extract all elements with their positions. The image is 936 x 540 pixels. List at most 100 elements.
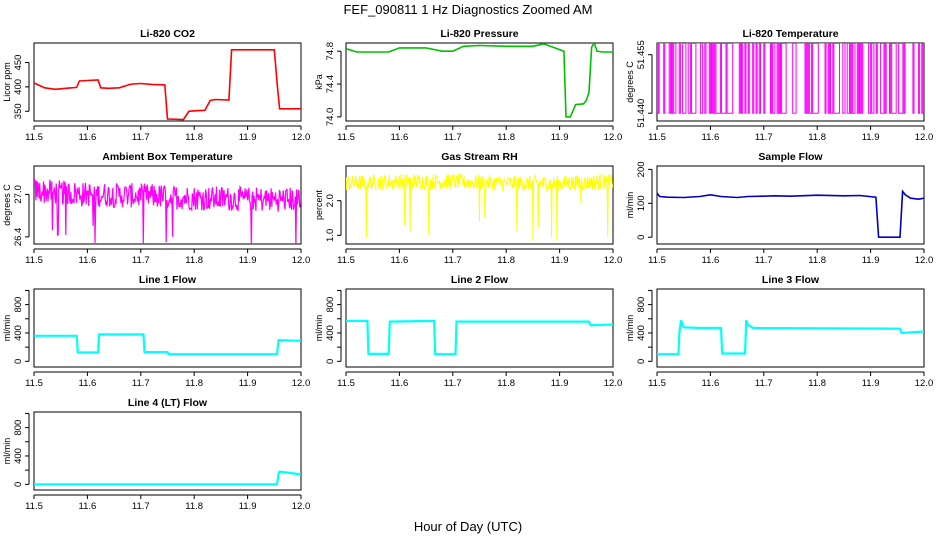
x-tick-label: 11.5 [25,255,43,266]
x-tick-label: 11.9 [862,378,880,389]
series-line [346,43,613,118]
x-tick-label: 11.8 [808,378,826,389]
panel-1: Li-820 CO2 11.5 11.6 11.7 11.8 11.9 12.0 350 400… [2,28,310,143]
y-tick-label: 800 [636,297,647,313]
x-tick-label: 11.8 [808,255,826,266]
x-tick-label: 12.0 [915,255,934,266]
y-axis-label: ml/min [625,315,635,342]
panel-10: Line 4 (LT) Flow 11.5 11.6 11.7 11.8 11.9 12.0… [2,397,310,512]
x-tick-label: 11.6 [702,132,720,143]
x-tick-label: 11.6 [79,255,97,266]
y-tick-label: 74.8 [325,42,336,61]
x-tick-label: 11.5 [648,378,666,389]
x-tick-label: 11.6 [391,132,409,143]
plot-frame [656,165,925,245]
y-tick-label: 0 [13,359,24,364]
y-tick-label: 51.455 [636,40,647,69]
y-tick-label: 0 [636,359,647,364]
panel-title: Line 3 Flow [762,274,820,286]
x-tick-label: 11.5 [25,132,43,143]
y-tick-label: 2.0 [325,194,336,207]
x-tick-label: 11.6 [391,255,409,266]
x-tick-label: 12.0 [292,255,311,266]
x-tick-label: 11.6 [79,132,97,143]
panel-grid: Li-820 CO2 11.5 11.6 11.7 11.8 11.9 12.0 350 400… [2,28,933,512]
panel-title: Line 1 Flow [139,274,197,286]
y-axis-label: ml/min [2,438,12,465]
panel-4: Ambient Box Temperature 11.5 11.6 11.7 11.8 1… [2,151,310,266]
series-line [34,333,301,356]
y-tick-label: 0 [636,235,647,240]
plot-frame [33,42,302,122]
x-tick-label: 11.5 [337,132,355,143]
x-tick-label: 11.6 [702,255,720,266]
x-tick-label: 11.9 [551,255,569,266]
panel-5: Gas Stream RH 11.5 11.6 11.7 11.8 11.9 12.0 1.0… [314,151,622,266]
panel-title: Li-820 Pressure [440,28,518,40]
x-tick-label: 11.9 [239,378,257,389]
x-tick-label: 11.7 [444,378,462,389]
panel-title: Gas Stream RH [441,151,517,163]
y-axis-label: ml/min [625,192,635,219]
series-line [346,173,613,241]
y-axis-label: degrees C [2,184,12,226]
x-tick-label: 12.0 [292,378,311,389]
series-line [34,470,301,486]
plot-frame [345,42,614,122]
x-tick-label: 11.8 [185,378,203,389]
x-tick-label: 11.7 [755,132,773,143]
figure-title: FEF_090811 1 Hz Diagnostics Zoomed AM [343,2,592,17]
y-tick-label: 0 [325,359,336,364]
plot-frame [33,288,302,368]
series-line [34,49,301,121]
x-tick-label: 11.6 [391,378,409,389]
panel-title: Li-820 CO2 [140,28,195,40]
panel-8: Line 2 Flow 11.5 11.6 11.7 11.8 11.9 12.0 0 400 8… [314,274,622,389]
x-tick-label: 11.7 [132,378,150,389]
y-tick-label: 1.0 [325,229,336,242]
y-axis-label: degrees C [625,61,635,103]
x-tick-label: 11.7 [444,255,462,266]
x-tick-label: 11.5 [337,255,355,266]
y-tick-label: 350 [13,103,24,119]
plot-frame [33,411,302,491]
x-tick-label: 11.8 [497,378,515,389]
x-tick-label: 11.8 [185,132,203,143]
x-tick-label: 11.6 [702,378,720,389]
x-tick-label: 11.5 [337,378,355,389]
panel-title: Ambient Box Temperature [102,151,233,163]
x-tick-label: 11.7 [755,255,773,266]
x-tick-label: 11.9 [239,501,257,512]
x-tick-label: 11.8 [185,501,203,512]
x-tick-label: 11.7 [132,255,150,266]
x-tick-label: 12.0 [292,501,311,512]
x-tick-label: 11.8 [185,255,203,266]
x-tick-label: 11.9 [551,378,569,389]
x-tick-label: 11.9 [551,132,569,143]
x-tick-label: 11.7 [755,378,773,389]
y-tick-label: 400 [13,448,24,464]
y-tick-label: 800 [325,297,336,313]
x-tick-label: 12.0 [915,132,934,143]
x-tick-label: 11.5 [25,501,43,512]
x-tick-label: 11.7 [132,501,150,512]
x-tick-label: 11.9 [862,255,880,266]
x-tick-label: 11.7 [132,132,150,143]
y-tick-label: 400 [325,325,336,341]
series-line [34,177,301,244]
series-line [657,43,924,114]
x-tick-label: 11.5 [25,378,43,389]
y-tick-label: 26.4 [13,228,24,247]
panel-title: Sample Flow [758,151,823,163]
y-axis-label: ml/min [2,315,12,342]
y-tick-label: 400 [636,325,647,341]
panel-7: Line 1 Flow 11.5 11.6 11.7 11.8 11.9 12.0 0 400 8… [2,274,310,389]
x-tick-label: 11.6 [79,501,97,512]
panel-2: Li-820 Pressure 11.5 11.6 11.7 11.8 11.9 12.0 7… [314,28,622,143]
panel-3: Li-820 Temperature 11.5 11.6 11.7 11.8 11.9 12… [625,28,933,143]
x-tick-label: 11.7 [444,132,462,143]
panel-6: Sample Flow 11.5 11.6 11.7 11.8 11.9 12.0 0 100 2… [625,151,933,266]
x-tick-label: 11.8 [497,255,515,266]
x-tick-label: 11.9 [862,132,880,143]
